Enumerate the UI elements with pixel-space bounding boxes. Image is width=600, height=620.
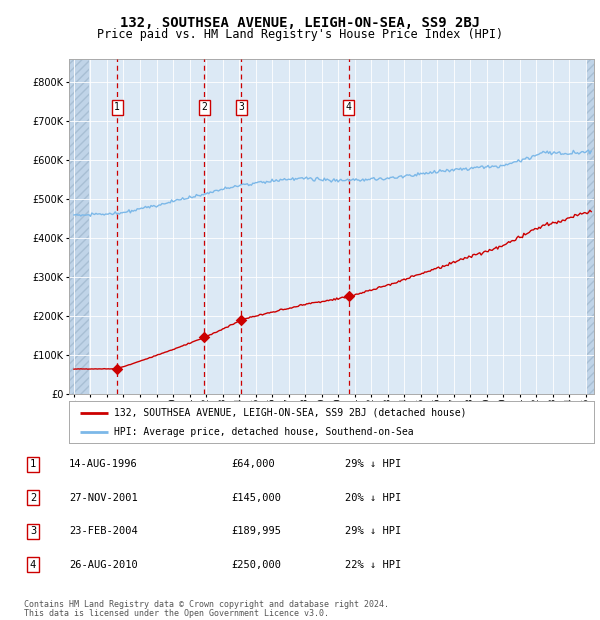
Text: 27-NOV-2001: 27-NOV-2001: [69, 493, 138, 503]
Text: 29% ↓ HPI: 29% ↓ HPI: [345, 459, 401, 469]
Text: HPI: Average price, detached house, Southend-on-Sea: HPI: Average price, detached house, Sout…: [113, 427, 413, 437]
Text: £189,995: £189,995: [231, 526, 281, 536]
Text: 4: 4: [346, 102, 352, 112]
Text: 29% ↓ HPI: 29% ↓ HPI: [345, 526, 401, 536]
Text: 3: 3: [30, 526, 36, 536]
Text: £145,000: £145,000: [231, 493, 281, 503]
Text: 132, SOUTHSEA AVENUE, LEIGH-ON-SEA, SS9 2BJ: 132, SOUTHSEA AVENUE, LEIGH-ON-SEA, SS9 …: [120, 16, 480, 30]
Text: 2: 2: [202, 102, 208, 112]
Text: 3: 3: [238, 102, 244, 112]
Point: [112, 364, 122, 374]
Text: 1: 1: [30, 459, 36, 469]
Text: 1: 1: [114, 102, 120, 112]
Text: 14-AUG-1996: 14-AUG-1996: [69, 459, 138, 469]
Text: 4: 4: [30, 560, 36, 570]
Text: Contains HM Land Registry data © Crown copyright and database right 2024.: Contains HM Land Registry data © Crown c…: [24, 600, 389, 609]
Point: [236, 315, 246, 325]
Text: £250,000: £250,000: [231, 560, 281, 570]
Text: Price paid vs. HM Land Registry's House Price Index (HPI): Price paid vs. HM Land Registry's House …: [97, 28, 503, 41]
Point: [344, 291, 353, 301]
Text: This data is licensed under the Open Government Licence v3.0.: This data is licensed under the Open Gov…: [24, 608, 329, 618]
Text: £64,000: £64,000: [231, 459, 275, 469]
Text: 26-AUG-2010: 26-AUG-2010: [69, 560, 138, 570]
Text: 2: 2: [30, 493, 36, 503]
Text: 132, SOUTHSEA AVENUE, LEIGH-ON-SEA, SS9 2BJ (detached house): 132, SOUTHSEA AVENUE, LEIGH-ON-SEA, SS9 …: [113, 407, 466, 417]
Text: 22% ↓ HPI: 22% ↓ HPI: [345, 560, 401, 570]
Text: 23-FEB-2004: 23-FEB-2004: [69, 526, 138, 536]
Text: 20% ↓ HPI: 20% ↓ HPI: [345, 493, 401, 503]
Point: [200, 332, 209, 342]
